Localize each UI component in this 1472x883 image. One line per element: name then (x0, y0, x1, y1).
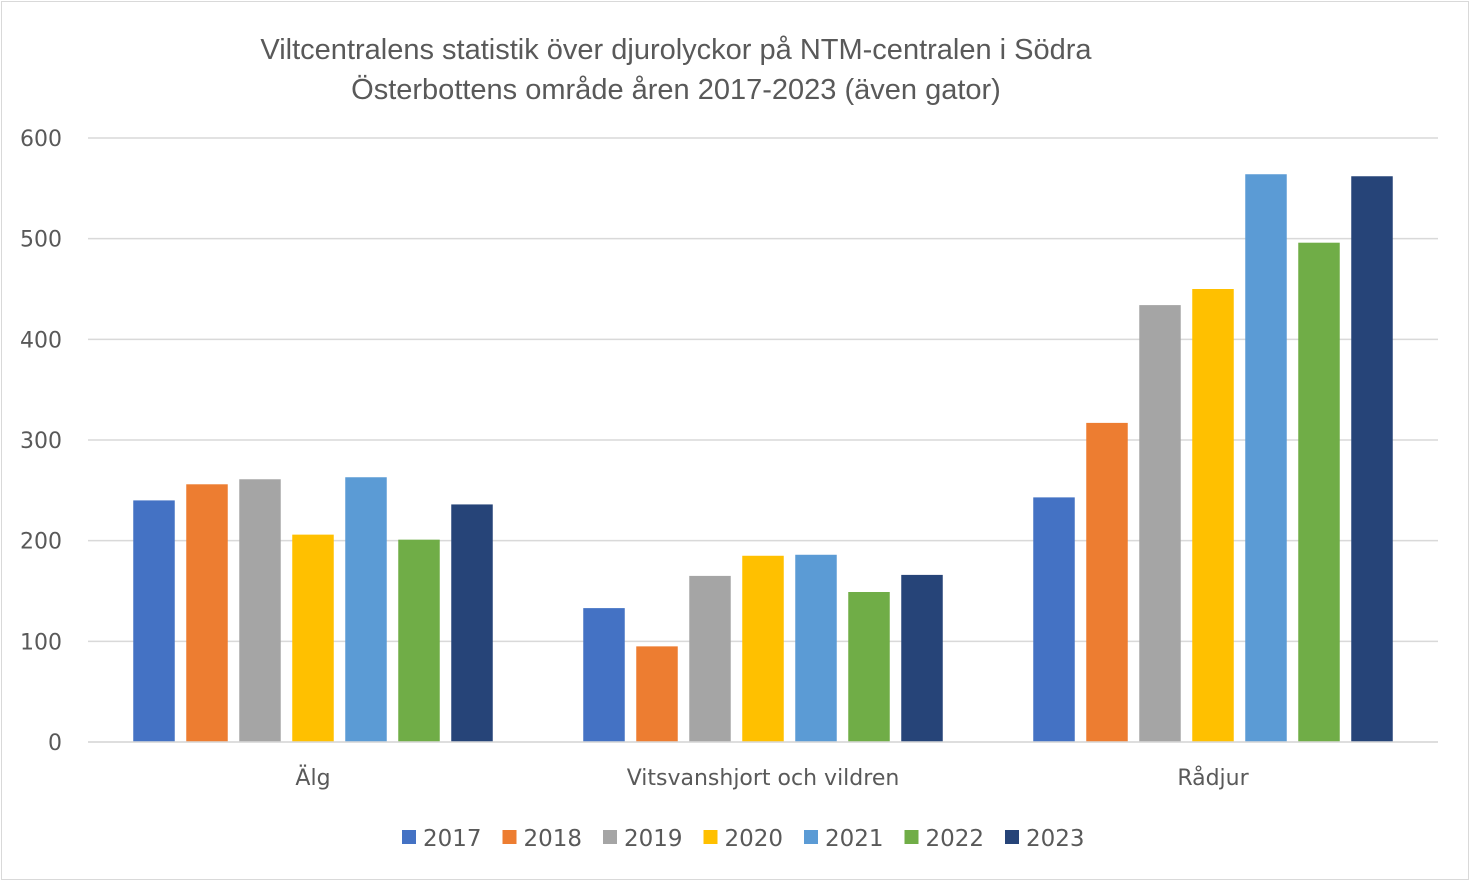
y-tick-label: 600 (20, 127, 62, 152)
legend-swatch-2023 (1005, 830, 1019, 844)
y-tick-label: 200 (20, 530, 62, 555)
bar-2019 (1139, 305, 1181, 742)
bar-2017 (133, 500, 175, 742)
bar-2021 (1245, 174, 1287, 743)
bar-2020 (292, 534, 334, 742)
bar-2020 (742, 555, 784, 742)
bar-2022 (1298, 242, 1340, 742)
x-category-label: Älg (295, 765, 330, 791)
legend-label: 2022 (926, 826, 985, 852)
bar-2017 (583, 608, 625, 742)
bar-2022 (848, 592, 890, 742)
legend-label: 2021 (825, 826, 884, 852)
legend-label: 2023 (1026, 826, 1085, 852)
bar-2019 (689, 575, 731, 742)
legend-label: 2017 (423, 826, 482, 852)
bar-2021 (345, 477, 387, 742)
bar-2023 (901, 574, 943, 742)
y-tick-label: 400 (20, 328, 62, 353)
chart-title-line-1: Viltcentralens statistik över djurolycko… (260, 34, 1092, 66)
legend-label: 2018 (524, 826, 583, 852)
bar-2018 (186, 484, 228, 742)
legend-swatch-2018 (502, 830, 517, 844)
bar-2017 (1033, 497, 1075, 742)
legend-label: 2019 (624, 826, 683, 852)
bar-2018 (1086, 422, 1128, 742)
y-tick-label: 300 (20, 429, 62, 454)
legend-swatch-2022 (904, 830, 919, 844)
legend-swatch-2021 (804, 830, 818, 844)
legend-label: 2020 (725, 826, 784, 852)
legend-swatch-2020 (703, 830, 718, 844)
bar-2018 (636, 646, 678, 742)
bar-2019 (239, 479, 281, 742)
legend-swatch-2019 (603, 830, 617, 844)
legend-swatch-2017 (402, 830, 416, 844)
chart-title: Viltcentralens statistik över djurolycko… (0, 30, 1352, 110)
bar-2022 (398, 539, 440, 742)
bar-2021 (795, 554, 837, 742)
y-tick-label: 100 (20, 630, 62, 655)
chart-title-line-2: Österbottens område åren 2017-2023 (även… (351, 74, 1001, 106)
x-category-label: Rådjur (1177, 765, 1249, 791)
bar-2023 (451, 504, 493, 742)
bar-2020 (1192, 289, 1234, 742)
y-tick-label: 500 (20, 228, 62, 253)
x-category-label: Vitsvanshjort och vildren (627, 766, 900, 791)
bar-2023 (1351, 176, 1393, 743)
y-tick-label: 0 (48, 731, 62, 756)
